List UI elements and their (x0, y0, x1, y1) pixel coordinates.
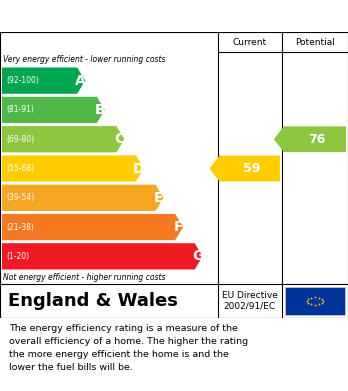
Text: G: G (192, 249, 203, 264)
Text: Energy Efficiency Rating: Energy Efficiency Rating (9, 10, 230, 25)
Text: Potential: Potential (295, 38, 335, 47)
Text: (69-80): (69-80) (6, 135, 34, 144)
Text: EU Directive
2002/91/EC: EU Directive 2002/91/EC (222, 291, 278, 311)
Text: (21-38): (21-38) (6, 222, 34, 231)
Text: England & Wales: England & Wales (8, 292, 178, 310)
Bar (285, 287, 345, 315)
Text: (92-100): (92-100) (6, 76, 39, 85)
Text: Very energy efficient - lower running costs: Very energy efficient - lower running co… (3, 54, 166, 63)
Polygon shape (2, 214, 183, 240)
Polygon shape (274, 126, 346, 152)
Polygon shape (2, 155, 144, 182)
Text: B: B (94, 103, 105, 117)
Text: (1-20): (1-20) (6, 252, 29, 261)
Polygon shape (2, 68, 85, 94)
Text: C: C (114, 132, 125, 146)
Text: The energy efficiency rating is a measure of the
overall efficiency of a home. T: The energy efficiency rating is a measur… (9, 324, 248, 371)
Polygon shape (2, 126, 124, 152)
Text: D: D (133, 161, 145, 176)
Text: E: E (154, 191, 163, 205)
Text: F: F (173, 220, 183, 234)
Text: A: A (75, 74, 86, 88)
Text: 59: 59 (243, 162, 260, 175)
Polygon shape (2, 185, 164, 211)
Text: 76: 76 (308, 133, 326, 146)
Polygon shape (2, 243, 203, 269)
Text: (81-91): (81-91) (6, 106, 34, 115)
Polygon shape (2, 97, 105, 123)
Text: Not energy efficient - higher running costs: Not energy efficient - higher running co… (3, 273, 166, 282)
Text: Current: Current (232, 38, 267, 47)
Text: (39-54): (39-54) (6, 193, 34, 202)
Text: (55-68): (55-68) (6, 164, 34, 173)
Polygon shape (209, 156, 280, 181)
